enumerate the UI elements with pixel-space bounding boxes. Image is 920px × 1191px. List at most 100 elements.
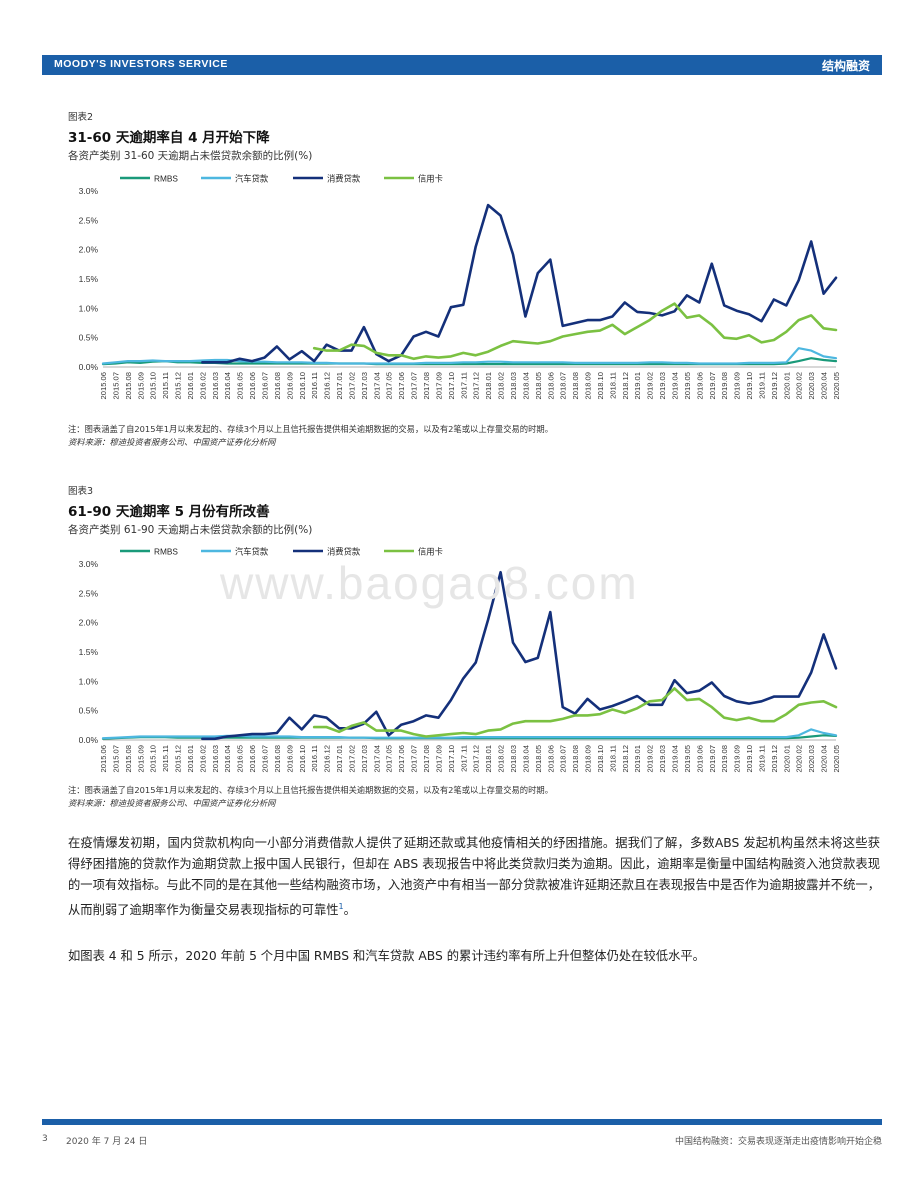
- x-tick-label: 2019.12: [770, 372, 779, 399]
- figure-3-chart: 0.0% 0.5% 1.0% 1.5% 2.0% 2.5% 3.0% 2015.06 2015.…: [68, 541, 848, 793]
- publish-date: 2020 年 7 月 24 日: [66, 1137, 148, 1147]
- x-tick-label: 2019.04: [670, 372, 679, 399]
- x-tick-label: 2018.08: [571, 372, 580, 399]
- x-tick-label: 2020.03: [807, 372, 816, 399]
- x-tick-label: 2020.01: [782, 745, 791, 772]
- x-tick-label: 2018.03: [509, 745, 518, 772]
- x-tick-label: 2016.11: [310, 372, 319, 399]
- figure-2-chart: 0.0% 0.5% 1.0% 1.5% 2.0% 2.5% 3.0% 2015.06 2015.…: [68, 168, 848, 420]
- x-tick-label: 2020.04: [820, 372, 829, 399]
- figure-3-label: 图表3: [68, 486, 94, 497]
- x-tick-label: 2019.11: [757, 745, 766, 772]
- x-tick-label: 2017.03: [360, 745, 369, 772]
- x-tick-label: 2015.10: [149, 372, 158, 399]
- x-tick-label: 2016.01: [186, 745, 195, 772]
- x-tick-label: 2016.01: [186, 372, 195, 399]
- x-tick-label: 2018.11: [608, 745, 617, 772]
- x-tick-label: 2020.03: [807, 745, 816, 772]
- x-tick-label: 2018.04: [521, 372, 530, 399]
- y-tick-label: 2.0%: [79, 245, 99, 255]
- x-tick-label: 2017.06: [397, 372, 406, 399]
- figure-2-chart-svg: 0.0%0.5%1.0%1.5%2.0%2.5%3.0%2015.06 2015.…: [79, 174, 841, 400]
- x-tick-label: 2015.06: [99, 372, 108, 399]
- y-tick-label: 0.5%: [79, 333, 99, 343]
- section-name: 结构融资: [821, 59, 870, 73]
- x-tick-label: 2019.01: [633, 745, 642, 772]
- x-tick-label: 2015.08: [124, 372, 133, 399]
- x-tick-label: 2017.04: [372, 372, 381, 399]
- y-tick-label: 2.5%: [79, 215, 99, 225]
- x-tick-label: 2017.08: [422, 745, 431, 772]
- x-tick-label: 2017.07: [410, 745, 419, 772]
- x-tick-label: 2018.05: [534, 745, 543, 772]
- x-tick-label: 2015.07: [111, 745, 120, 772]
- x-tick-label: 2016.09: [285, 745, 294, 772]
- x-tick-label: 2020.05: [832, 372, 841, 399]
- legend-label: 汽车贷款: [235, 547, 269, 557]
- x-tick-label: 2017.01: [335, 372, 344, 399]
- figure-2-subtitle: 各资产类别 31-60 天逾期占未偿贷款余额的比例(%): [68, 150, 313, 162]
- x-tick-label: 2016.02: [198, 372, 207, 399]
- header-bar: MOODY'S INVESTORS SERVICE 结构融资: [42, 55, 882, 75]
- x-tick-label: 2015.10: [149, 745, 158, 772]
- body-paragraph-2: 如图表 4 和 5 所示，2020 年前 5 个月中国 RMBS 和汽车贷款 A…: [68, 949, 705, 963]
- series-line: [201, 570, 838, 741]
- x-tick-label: 2018.02: [497, 745, 506, 772]
- x-tick-label: 2017.09: [434, 372, 443, 399]
- legend-label: 汽车贷款: [235, 174, 269, 184]
- x-tick-label: 2019.10: [745, 372, 754, 399]
- body-paragraph-1: 在疫情爆发初期，国内贷款机构向一小部分消费借款人提供了延期还款或其他疫情相关的纾…: [68, 833, 880, 921]
- x-tick-label: 2015.12: [174, 372, 183, 399]
- figure-3-note: 注：图表涵盖了自2015年1月以来发起的、存续3个月以上且信托报告提供相关逾期数…: [68, 785, 553, 795]
- report-title: 中国结构融资：交易表现逐渐走出疫情影响开始企稳: [674, 1137, 882, 1147]
- x-tick-label: 2017.11: [459, 745, 468, 772]
- figure-2-note: 注：图表涵盖了自2015年1月以来发起的、存续3个月以上且信托报告提供相关逾期数…: [68, 424, 553, 434]
- footnote-ref[interactable]: 1: [338, 902, 344, 911]
- x-tick-label: 2020.04: [820, 745, 829, 772]
- x-tick-label: 2019.05: [683, 372, 692, 399]
- x-tick-label: 2018.06: [546, 745, 555, 772]
- y-tick-label: 1.5%: [79, 647, 99, 657]
- x-tick-label: 2017.07: [410, 372, 419, 399]
- x-tick-label: 2018.07: [559, 745, 568, 772]
- x-tick-label: 2018.01: [484, 745, 493, 772]
- x-tick-label: 2016.07: [261, 372, 270, 399]
- x-tick-label: 2017.05: [385, 372, 394, 399]
- legend-label: 消费贷款: [327, 547, 361, 557]
- x-tick-label: 2018.12: [621, 745, 630, 772]
- x-tick-label: 2018.05: [534, 372, 543, 399]
- x-tick-label: 2017.12: [472, 372, 481, 399]
- x-tick-label: 2017.05: [385, 745, 394, 772]
- x-tick-label: 2016.03: [211, 372, 220, 399]
- x-tick-label: 2017.10: [447, 745, 456, 772]
- x-tick-label: 2016.12: [323, 745, 332, 772]
- y-tick-label: 2.0%: [79, 618, 99, 628]
- x-tick-label: 2015.11: [161, 745, 170, 772]
- legend-label: 消费贷款: [327, 174, 361, 184]
- legend-label: RMBS: [154, 174, 178, 184]
- figure-3-source: 资料来源：穆迪投资者服务公司、中国资产证券化分析网: [68, 798, 276, 808]
- x-tick-label: 2019.01: [633, 372, 642, 399]
- x-tick-label: 2015.11: [161, 372, 170, 399]
- footer-bar: [42, 1119, 882, 1125]
- y-tick-label: 0.0%: [79, 362, 99, 372]
- x-tick-label: 2018.01: [484, 372, 493, 399]
- legend-label: RMBS: [154, 547, 178, 557]
- x-tick-label: 2019.02: [646, 745, 655, 772]
- x-tick-label: 2017.01: [335, 745, 344, 772]
- x-tick-label: 2018.09: [584, 745, 593, 772]
- x-tick-label: 2017.04: [372, 745, 381, 772]
- series-line: [101, 347, 838, 365]
- x-tick-label: 2019.05: [683, 745, 692, 772]
- x-tick-label: 2015.08: [124, 745, 133, 772]
- body-paragraph-1-end: 。: [343, 903, 356, 918]
- x-tick-label: 2016.10: [298, 745, 307, 772]
- series-line: [201, 203, 838, 364]
- x-tick-label: 2019.09: [733, 745, 742, 772]
- legend-label: 信用卡: [418, 547, 443, 557]
- x-tick-label: 2018.10: [596, 745, 605, 772]
- x-tick-label: 2016.06: [248, 745, 257, 772]
- x-tick-label: 2019.07: [708, 745, 717, 772]
- x-tick-label: 2019.12: [770, 745, 779, 772]
- x-tick-label: 2016.11: [310, 745, 319, 772]
